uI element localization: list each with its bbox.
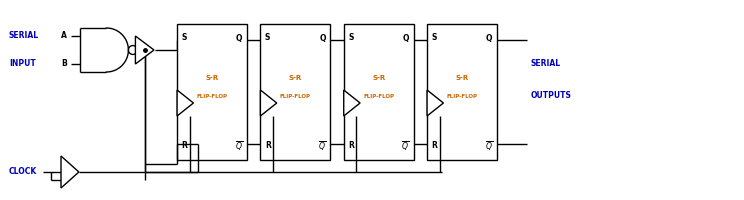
- Text: CLOCK: CLOCK: [9, 168, 37, 176]
- Text: SERIAL: SERIAL: [530, 60, 560, 68]
- Text: S: S: [265, 33, 270, 43]
- Text: R: R: [265, 142, 271, 150]
- Text: $\overline{Q}$: $\overline{Q}$: [484, 139, 493, 153]
- Text: A: A: [61, 31, 67, 40]
- Text: FLIP-FLOP: FLIP-FLOP: [280, 94, 311, 98]
- Bar: [344, 24, 414, 160]
- Text: FLIP-FLOP: FLIP-FLOP: [446, 94, 478, 98]
- Text: S-R: S-R: [289, 75, 302, 81]
- Bar: [260, 24, 330, 160]
- Text: FLIP-FLOP: FLIP-FLOP: [363, 94, 394, 98]
- Text: FLIP-FLOP: FLIP-FLOP: [196, 94, 228, 98]
- Text: Q: Q: [319, 33, 326, 43]
- Text: INPUT: INPUT: [9, 60, 36, 68]
- Text: $\overline{Q}$: $\overline{Q}$: [234, 139, 243, 153]
- Bar: [177, 24, 247, 160]
- Text: S: S: [432, 33, 437, 43]
- Polygon shape: [344, 90, 360, 116]
- Text: SERIAL: SERIAL: [9, 31, 39, 40]
- Text: $\overline{Q}$: $\overline{Q}$: [401, 139, 409, 153]
- Polygon shape: [135, 36, 154, 64]
- Text: R: R: [182, 142, 187, 150]
- Text: OUTPUTS: OUTPUTS: [530, 92, 571, 100]
- Polygon shape: [61, 156, 79, 188]
- Text: Q: Q: [403, 33, 409, 43]
- Text: Q: Q: [236, 33, 243, 43]
- Bar: [427, 24, 497, 160]
- Text: B: B: [61, 60, 67, 68]
- Text: S: S: [182, 33, 187, 43]
- Text: S: S: [348, 33, 353, 43]
- Polygon shape: [260, 90, 277, 116]
- Text: R: R: [348, 142, 354, 150]
- Text: Q: Q: [486, 33, 493, 43]
- Text: $\overline{Q}$: $\overline{Q}$: [318, 139, 326, 153]
- Polygon shape: [177, 90, 193, 116]
- Polygon shape: [427, 90, 443, 116]
- Text: S-R: S-R: [372, 75, 385, 81]
- Text: S-R: S-R: [205, 75, 219, 81]
- Text: R: R: [432, 142, 437, 150]
- Text: S-R: S-R: [455, 75, 469, 81]
